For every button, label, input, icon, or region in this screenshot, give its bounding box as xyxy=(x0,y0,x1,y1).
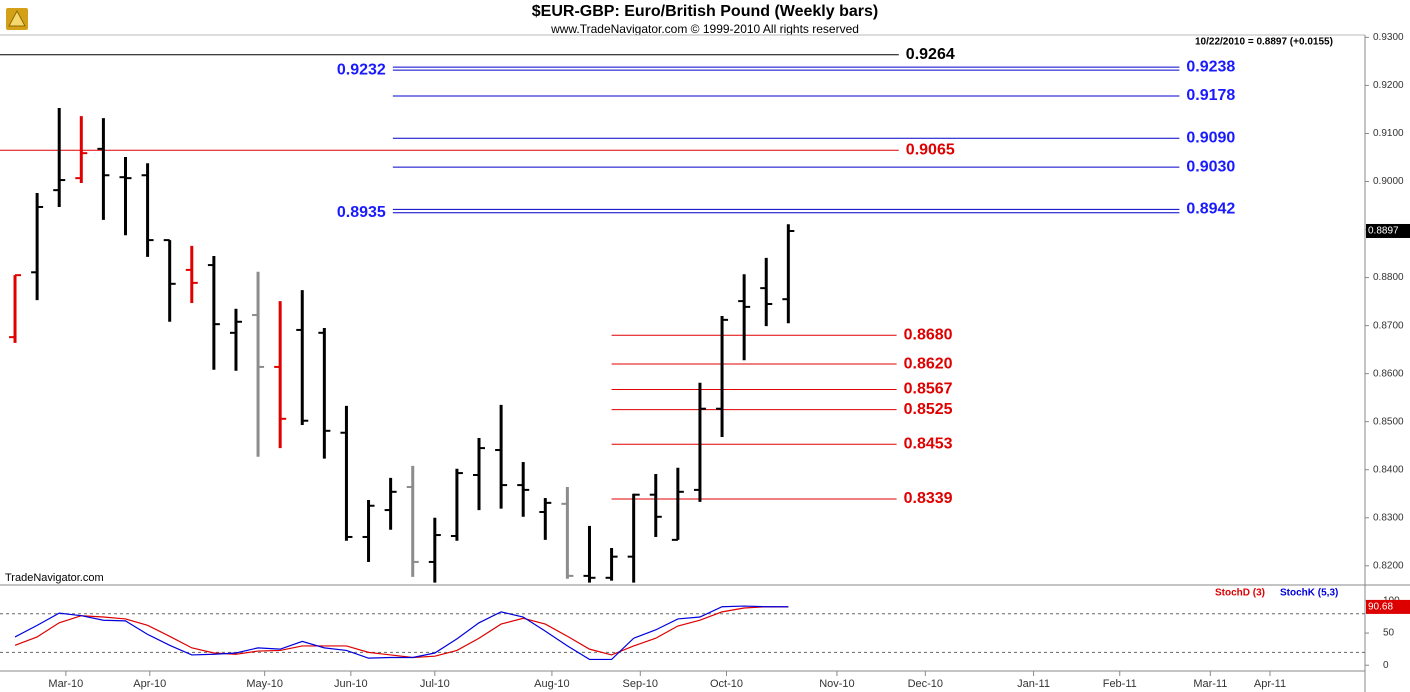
level-label: 0.8525 xyxy=(904,401,953,418)
info-annotation: 10/22/2010 = 0.8897 (+0.0155) xyxy=(1195,37,1333,48)
x-tick-label: Apr-10 xyxy=(133,678,166,690)
level-label: 0.8453 xyxy=(904,435,953,452)
chart-subtitle: www.TradeNavigator.com © 1999-2010 All r… xyxy=(550,22,859,36)
y-tick-label: 0.8800 xyxy=(1373,272,1404,283)
x-tick-label: Jul-10 xyxy=(420,678,450,690)
y-tick-label: 0.9200 xyxy=(1373,80,1404,91)
y-tick-label: 0.9000 xyxy=(1373,176,1404,187)
level-label: 0.8620 xyxy=(904,355,953,372)
level-label: 0.8942 xyxy=(1186,201,1235,218)
last-value-label: 90.68 xyxy=(1368,602,1393,613)
x-tick-label: Jun-10 xyxy=(334,678,368,690)
last-value-box xyxy=(1366,599,1410,614)
level-label: 0.9178 xyxy=(1186,87,1235,104)
last-price-box xyxy=(1366,223,1410,238)
level-label: 0.8339 xyxy=(904,490,953,507)
y-tick-label: 0.9100 xyxy=(1373,128,1404,139)
logo xyxy=(6,8,28,30)
level-label: 0.9264 xyxy=(906,46,955,63)
level-label: 0.9238 xyxy=(1186,58,1235,75)
y-tick-label: 50 xyxy=(1383,628,1395,639)
x-tick-label: Dec-10 xyxy=(908,678,943,690)
y-tick-label: 0.8200 xyxy=(1373,560,1404,571)
x-tick-label: May-10 xyxy=(246,678,283,690)
level-label: 0.9065 xyxy=(906,142,955,159)
x-tick-label: Mar-10 xyxy=(48,678,83,690)
logo-shape xyxy=(8,9,26,27)
x-tick-label: Nov-10 xyxy=(819,678,854,690)
legend-entry: StochD (3) xyxy=(1215,588,1265,599)
last-price-label: 0.8897 xyxy=(1368,226,1399,237)
level-label: 0.9232 xyxy=(337,61,386,78)
chart-title: $EUR-GBP: Euro/British Pound (Weekly bar… xyxy=(532,3,878,20)
y-tick-label: 0 xyxy=(1383,660,1389,671)
y-tick-label: 0.8500 xyxy=(1373,416,1404,427)
x-tick-label: Oct-10 xyxy=(710,678,743,690)
x-tick-label: Apr-11 xyxy=(1254,678,1286,690)
level-label: 0.9090 xyxy=(1186,129,1235,146)
level-label: 0.9030 xyxy=(1186,158,1235,175)
y-tick-label: 0.8300 xyxy=(1373,512,1404,523)
x-tick-label: Feb-11 xyxy=(1103,678,1137,690)
y-tick-label: 0.9300 xyxy=(1373,32,1404,43)
level-label: 0.8567 xyxy=(904,381,953,398)
stoch-line xyxy=(14,605,789,661)
x-tick-label: Sep-10 xyxy=(623,678,658,690)
stoch-line xyxy=(14,606,789,659)
level-label: 0.8680 xyxy=(904,326,953,343)
y-tick-label: 0.8400 xyxy=(1373,464,1404,475)
watermark: TradeNavigator.com xyxy=(5,572,104,584)
x-tick-label: Mar-11 xyxy=(1193,678,1227,690)
y-tick-label: 0.8600 xyxy=(1373,368,1404,379)
level-label: 0.8935 xyxy=(337,204,386,221)
legend-entry: StochK (5,3) xyxy=(1280,588,1338,599)
x-tick-label: Aug-10 xyxy=(534,678,569,690)
y-tick-label: 0.8700 xyxy=(1373,320,1404,331)
x-tick-label: Jan-11 xyxy=(1017,678,1050,690)
